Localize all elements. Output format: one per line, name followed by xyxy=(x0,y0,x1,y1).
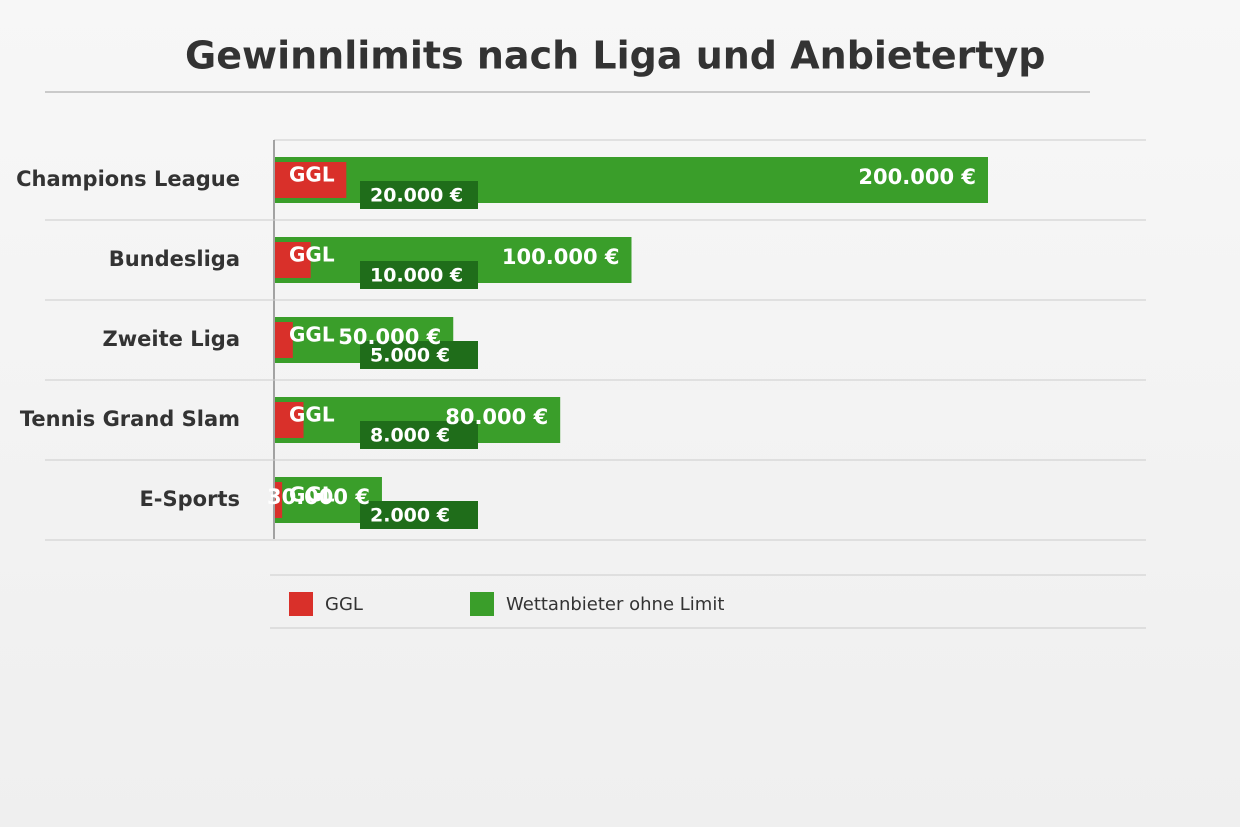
bar-series-label: GGL xyxy=(289,243,335,267)
value-label: 80.000 € xyxy=(445,405,548,429)
value-label: 8.000 € xyxy=(370,425,450,447)
bar xyxy=(275,482,283,518)
value-label: 10.000 € xyxy=(370,265,463,287)
bar-series-label: GGL xyxy=(289,163,335,187)
y-tick-label: Tennis Grand Slam xyxy=(20,407,240,431)
legend-label: GGL xyxy=(325,594,363,615)
legend-swatch xyxy=(289,592,313,616)
bar xyxy=(275,242,311,278)
value-tag xyxy=(360,421,478,449)
y-tick-label: Zweite Liga xyxy=(103,327,240,351)
value-label: 30.000 € xyxy=(267,485,370,509)
legend-label: Wettanbieter ohne Limit xyxy=(506,594,724,615)
plot: Champions League GGL 20.000 € 200.000 € Bund… xyxy=(16,157,1146,541)
legend-swatch xyxy=(470,592,494,616)
bar xyxy=(275,322,293,358)
value-tag xyxy=(360,261,478,289)
y-tick-label: Bundesliga xyxy=(109,247,240,271)
value-tag xyxy=(360,341,478,369)
bar-series-label: GGL xyxy=(289,323,335,347)
value-tag xyxy=(360,501,478,529)
value-label: 2.000 € xyxy=(370,505,450,527)
value-label: 100.000 € xyxy=(502,245,620,269)
legend: GGL Wettanbieter ohne Limit xyxy=(289,592,724,616)
value-tag xyxy=(360,181,478,209)
y-tick-label: E-Sports xyxy=(139,487,240,511)
value-label: 50.000 € xyxy=(338,325,441,349)
value-label: 20.000 € xyxy=(370,185,463,207)
bar-series-label: GGL xyxy=(289,483,335,507)
value-label: 200.000 € xyxy=(858,165,976,189)
value-label: 5.000 € xyxy=(370,345,450,367)
chart-title: Gewinnlimits nach Liga und Anbietertyp xyxy=(185,34,1046,78)
y-tick-label: Champions League xyxy=(16,167,240,191)
bar xyxy=(275,162,347,198)
bar xyxy=(275,402,304,438)
bar-series-label: GGL xyxy=(289,403,335,427)
